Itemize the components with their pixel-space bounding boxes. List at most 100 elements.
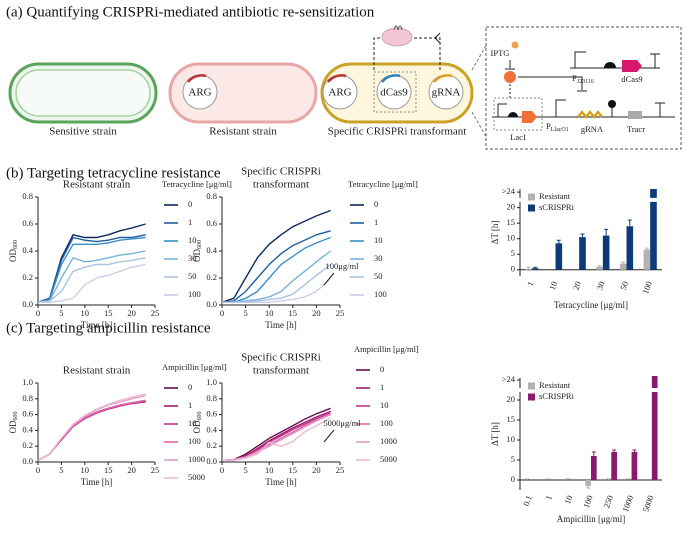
legend-swatch [528, 393, 535, 401]
panel-title: (c) Targeting ampicillin resistance [6, 320, 211, 336]
y-tick-label: 20 [507, 202, 516, 212]
arrow [412, 37, 441, 70]
arrow [373, 37, 382, 70]
y-tick-label: 5 [511, 454, 515, 464]
repression [518, 76, 583, 90]
gene-arc [327, 74, 347, 83]
annotation: 5000μg/ml [323, 418, 361, 428]
y-tick-label: >24 [502, 374, 516, 384]
x-tick-label: 10 [547, 280, 559, 291]
cell-label: Sensitive strain [49, 126, 117, 138]
x-tick-label: 0 [36, 465, 40, 475]
axis-break [516, 388, 664, 392]
x-tick-label: 30 [594, 280, 606, 291]
series-line [37, 394, 146, 462]
x-tick-label: 15 [104, 465, 113, 475]
arrowhead [434, 32, 441, 44]
y-tick-label: 0 [511, 264, 515, 274]
x-tick-label: 0 [220, 465, 224, 475]
x-tick-label: 25 [336, 465, 345, 475]
y-tick-label: 0.0 [22, 299, 33, 309]
series-line [37, 223, 146, 303]
legend-label: 0 [188, 382, 192, 392]
x-tick-label: 5 [243, 308, 247, 318]
y-tick-label: 0.6 [206, 218, 217, 228]
legend-title: Ampicillin [μg/ml] [354, 344, 419, 354]
y-axis-label: OD600 [192, 240, 203, 262]
legend-title: Tetracycline [μg/ml] [162, 179, 232, 189]
panel-title: (b) Targeting tetracycline resistance [6, 165, 221, 181]
y-axis-label: OD600 [8, 412, 19, 434]
x-tick-label: 20 [127, 465, 136, 475]
y-tick-label: 0.6 [206, 409, 217, 419]
panel-title: (a) Quantifying CRISPRi-mediated antibio… [6, 4, 375, 20]
cell-label: Specific CRISPRi transformant [328, 126, 467, 138]
y-axis-label-sub: 600 [13, 412, 19, 421]
legend-label: 1 [374, 217, 378, 227]
series-line [221, 407, 331, 462]
legend-label: 30 [188, 253, 197, 263]
legend-swatch [528, 193, 535, 201]
x-axis-label: Time [h] [81, 477, 112, 487]
bar [643, 249, 651, 270]
circuit-label: PLlacO1 [546, 121, 569, 133]
bar [650, 189, 657, 270]
cell-membrane [15, 69, 151, 117]
chart-title: Resistant strain [63, 365, 131, 377]
y-axis-label-sub: 600 [197, 240, 203, 249]
y-axis-label-main: OD [8, 420, 18, 433]
bar [631, 452, 638, 480]
legend-label: 30 [374, 253, 383, 263]
x-tick-label: 0 [220, 308, 224, 318]
x-tick-label: 10 [265, 465, 274, 475]
series-line [37, 234, 146, 303]
y-tick-label: 10 [507, 434, 516, 444]
x-tick-label: 5 [59, 465, 63, 475]
x-tick-label: 5000 [640, 494, 655, 513]
series-line [37, 250, 146, 303]
series-line [37, 399, 146, 462]
x-axis-label: Time [h] [265, 320, 296, 330]
y-tick-label: 10 [507, 233, 516, 243]
y-tick-label: 0 [511, 474, 515, 484]
y-axis-label: OD600 [192, 412, 203, 434]
legend-label: 10 [374, 235, 383, 245]
series-line [37, 400, 146, 462]
x-axis-label: Tetracycline [μg/ml] [554, 300, 628, 310]
circuit-box [485, 26, 682, 150]
legend-label: 10 [380, 400, 389, 410]
x-tick-label: 25 [336, 308, 345, 318]
y-tick-label: 0.8 [22, 191, 33, 201]
legend-label: Resistant [539, 191, 571, 201]
bar [611, 452, 617, 480]
legend-label: 50 [188, 271, 197, 281]
legend-label: 1000 [380, 436, 397, 446]
bar [555, 243, 563, 270]
legend-swatch [528, 382, 535, 390]
legend-label: 1 [188, 400, 192, 410]
grna-gene [577, 109, 603, 120]
iptg-molecule [511, 41, 519, 49]
gene-arc [187, 74, 207, 83]
series-line [222, 236, 331, 303]
bar [619, 263, 627, 270]
axis-break [516, 197, 664, 202]
x-tick-label: 10 [265, 308, 274, 318]
legend-label: 10 [188, 418, 197, 428]
y-tick-label: 0.2 [206, 440, 217, 450]
grna-icon [393, 25, 403, 31]
x-tick-label: 15 [289, 465, 298, 475]
legend-label: 50 [374, 271, 383, 281]
bar [602, 235, 610, 270]
zoom-line [471, 41, 489, 71]
plasmid-label: dCas9 [380, 87, 408, 99]
x-tick-label: 15 [289, 308, 298, 318]
x-tick-label: 5 [243, 465, 247, 475]
y-tick-label: 0.6 [22, 218, 33, 228]
legend-swatch [528, 204, 535, 212]
x-tick-label: 25 [151, 308, 160, 318]
series-line [37, 401, 146, 462]
x-tick-label: 1 [525, 280, 536, 287]
circuit-label: LacI [510, 132, 526, 142]
promoter-main: P [572, 73, 577, 83]
